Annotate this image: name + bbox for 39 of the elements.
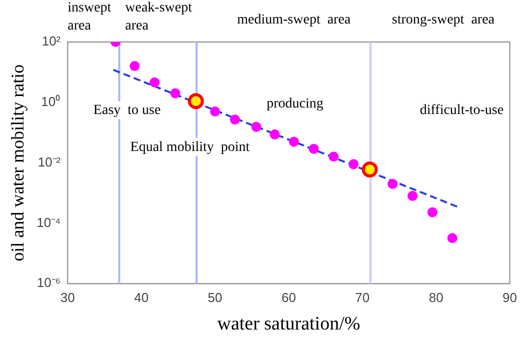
x-axis-title: water saturation/% bbox=[217, 314, 360, 335]
text: strong-swept area bbox=[392, 12, 496, 28]
point bbox=[130, 61, 140, 72]
point bbox=[251, 122, 262, 132]
annotation: difficult-to-use bbox=[420, 102, 504, 118]
y-tick-label: 10⁰ bbox=[41, 94, 61, 109]
text: weak-swept area bbox=[125, 0, 192, 34]
point bbox=[308, 144, 319, 154]
point bbox=[288, 136, 299, 147]
annotation: Equal mobility point bbox=[130, 140, 250, 155]
point bbox=[328, 152, 339, 162]
point bbox=[388, 178, 398, 189]
point bbox=[362, 162, 378, 178]
x-tick-label: 90 bbox=[502, 290, 518, 305]
y-tick-label: 10⁻⁴ bbox=[36, 214, 61, 230]
text: inswept area bbox=[68, 0, 112, 34]
point bbox=[348, 159, 359, 170]
point bbox=[210, 106, 220, 116]
x-tick-label: 70 bbox=[355, 290, 370, 305]
x-tick-label: 60 bbox=[281, 290, 296, 305]
y-tick-label: 10⁻² bbox=[38, 154, 62, 170]
x-tick-label: 50 bbox=[208, 290, 222, 305]
x-tick-label: 80 bbox=[428, 290, 444, 305]
point bbox=[447, 233, 458, 244]
point bbox=[230, 114, 240, 125]
annotation: Easy to use bbox=[93, 102, 161, 118]
point bbox=[427, 207, 438, 218]
point bbox=[188, 93, 204, 110]
point bbox=[270, 129, 280, 140]
point bbox=[170, 88, 180, 98]
annotation: producing bbox=[266, 96, 324, 112]
x-tick-label: 40 bbox=[134, 290, 149, 305]
point bbox=[150, 77, 160, 88]
x-tick-label: 30 bbox=[60, 290, 75, 305]
y-tick-label: 10⁻⁶ bbox=[36, 275, 61, 290]
point bbox=[408, 190, 418, 201]
y-axis-title: oil and water mobility ratio bbox=[8, 64, 28, 262]
y-tick-label: 10² bbox=[42, 34, 62, 49]
text: medium-swept area bbox=[237, 12, 352, 28]
